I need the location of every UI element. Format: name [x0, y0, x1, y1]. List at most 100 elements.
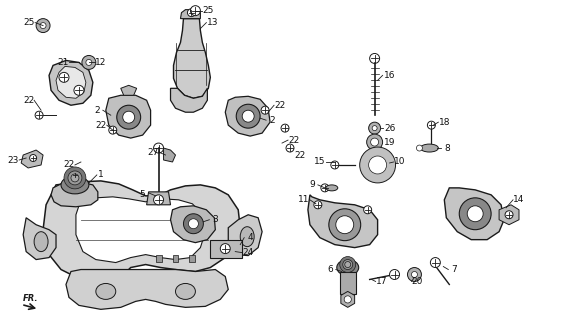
- Circle shape: [314, 201, 322, 209]
- Text: 11: 11: [298, 195, 310, 204]
- Polygon shape: [56, 67, 86, 98]
- Circle shape: [35, 111, 43, 119]
- Circle shape: [86, 60, 92, 65]
- Circle shape: [184, 214, 203, 234]
- Polygon shape: [225, 96, 270, 136]
- Text: 21: 21: [57, 58, 69, 67]
- Text: 24: 24: [243, 248, 254, 257]
- Polygon shape: [499, 205, 519, 225]
- Circle shape: [331, 161, 339, 169]
- Text: 27: 27: [147, 148, 158, 156]
- Circle shape: [430, 258, 441, 268]
- Circle shape: [329, 209, 361, 241]
- Circle shape: [408, 268, 422, 282]
- Circle shape: [412, 271, 417, 277]
- Circle shape: [153, 195, 163, 205]
- Polygon shape: [163, 148, 175, 162]
- Circle shape: [188, 9, 195, 17]
- Circle shape: [371, 138, 379, 146]
- Polygon shape: [66, 269, 228, 309]
- Polygon shape: [51, 182, 98, 207]
- Circle shape: [360, 147, 395, 183]
- Text: 23: 23: [8, 156, 19, 164]
- Polygon shape: [171, 88, 207, 112]
- Ellipse shape: [240, 227, 254, 247]
- Text: 10: 10: [394, 157, 405, 166]
- Circle shape: [505, 211, 513, 219]
- Text: 22: 22: [288, 136, 299, 145]
- Circle shape: [220, 244, 230, 253]
- Circle shape: [343, 260, 353, 269]
- Text: 9: 9: [309, 180, 315, 189]
- Circle shape: [369, 122, 380, 134]
- Circle shape: [109, 126, 117, 134]
- Polygon shape: [228, 215, 262, 256]
- Text: 20: 20: [412, 277, 423, 286]
- Circle shape: [344, 296, 351, 303]
- Circle shape: [367, 134, 383, 150]
- Text: 16: 16: [384, 71, 395, 80]
- Polygon shape: [21, 150, 43, 168]
- Polygon shape: [181, 10, 200, 19]
- Circle shape: [64, 167, 86, 189]
- Text: 17: 17: [376, 277, 387, 286]
- Polygon shape: [173, 255, 178, 261]
- Text: 13: 13: [207, 18, 218, 27]
- Circle shape: [68, 171, 82, 185]
- Text: 22: 22: [95, 121, 107, 130]
- Circle shape: [74, 85, 84, 95]
- Text: 22: 22: [24, 96, 35, 105]
- Circle shape: [30, 155, 36, 162]
- Polygon shape: [340, 271, 356, 294]
- Polygon shape: [49, 60, 93, 105]
- Polygon shape: [43, 181, 240, 283]
- Circle shape: [190, 6, 200, 16]
- Circle shape: [467, 206, 483, 222]
- Circle shape: [321, 184, 329, 192]
- Polygon shape: [210, 240, 242, 258]
- Text: 1: 1: [98, 171, 104, 180]
- Circle shape: [261, 106, 269, 114]
- Ellipse shape: [34, 232, 48, 252]
- Polygon shape: [106, 95, 151, 138]
- Text: 8: 8: [445, 144, 450, 153]
- Circle shape: [281, 124, 289, 132]
- Ellipse shape: [61, 176, 89, 194]
- Circle shape: [72, 172, 78, 178]
- Polygon shape: [23, 218, 56, 260]
- Circle shape: [336, 216, 354, 234]
- Circle shape: [364, 206, 372, 214]
- Circle shape: [340, 257, 356, 273]
- Text: 25: 25: [203, 6, 214, 15]
- Circle shape: [459, 198, 491, 230]
- Polygon shape: [146, 192, 171, 205]
- Text: 22: 22: [274, 101, 285, 110]
- Text: 15: 15: [314, 157, 325, 166]
- Polygon shape: [76, 197, 206, 262]
- Circle shape: [59, 72, 69, 82]
- Circle shape: [416, 145, 423, 151]
- Text: 7: 7: [452, 265, 457, 274]
- Circle shape: [372, 126, 377, 131]
- Circle shape: [369, 53, 380, 63]
- Text: 6: 6: [327, 265, 333, 274]
- Text: 25: 25: [23, 18, 35, 27]
- Text: 22: 22: [63, 160, 75, 170]
- Ellipse shape: [175, 284, 195, 300]
- Circle shape: [153, 143, 163, 153]
- Polygon shape: [308, 195, 378, 248]
- Circle shape: [236, 104, 260, 128]
- Text: 5: 5: [140, 190, 145, 199]
- Circle shape: [188, 219, 199, 229]
- Circle shape: [345, 261, 351, 268]
- Circle shape: [40, 23, 46, 28]
- Polygon shape: [189, 255, 195, 261]
- Polygon shape: [444, 188, 504, 240]
- Text: 2: 2: [269, 116, 275, 125]
- Circle shape: [71, 174, 79, 182]
- Polygon shape: [171, 206, 215, 243]
- Ellipse shape: [420, 144, 438, 152]
- Circle shape: [369, 156, 387, 174]
- Ellipse shape: [326, 185, 338, 191]
- Text: 2: 2: [94, 106, 100, 115]
